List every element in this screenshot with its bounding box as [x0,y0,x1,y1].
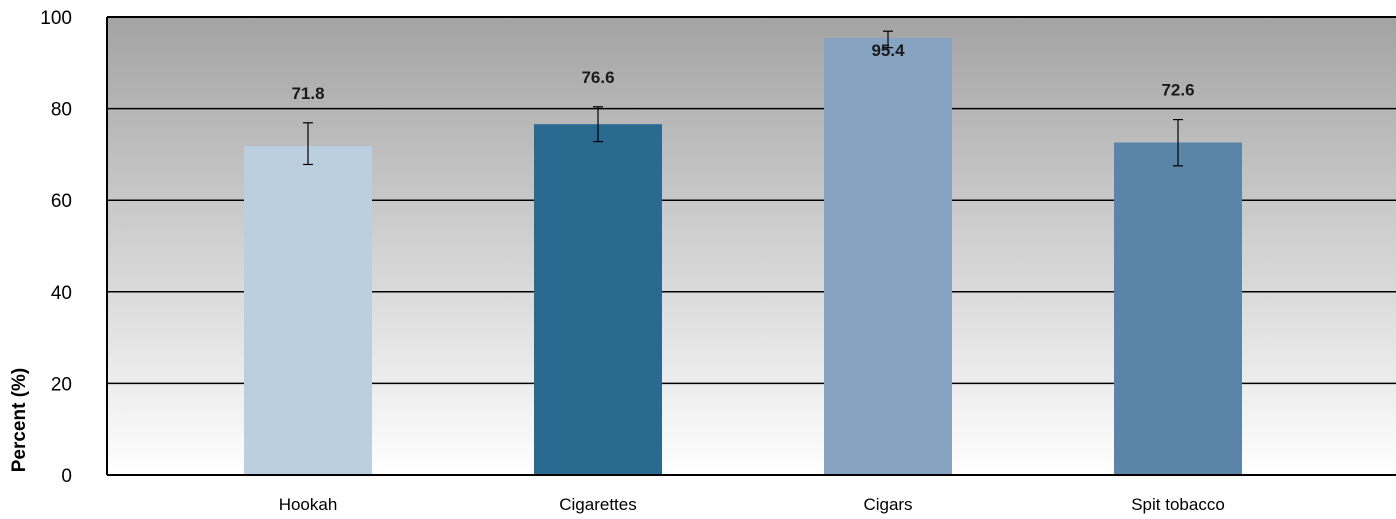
data-labels: 71.8 76.6 95.4 72.6 [291,41,1194,103]
x-category-label-spit-tobacco: Spit tobacco [1131,495,1225,514]
x-category-label-cigars: Cigars [863,495,912,514]
y-tick-label-0: 0 [61,466,72,487]
x-category-label-cigarettes: Cigarettes [559,495,636,514]
bar-cigars [824,38,952,476]
y-tick-label-60: 60 [51,191,72,212]
bar-cigarettes [534,124,662,475]
y-tick-label-40: 40 [51,283,72,304]
x-category-label-hookah: Hookah [279,495,338,514]
y-axis-title: Percent (%) [9,368,30,473]
x-axis-categories: Hookah Cigarettes Cigars Spit tobacco [279,495,1225,514]
error-bars [303,30,1183,167]
data-label-cigarettes: 76.6 [581,68,614,87]
data-label-cigars: 95.4 [871,41,905,60]
bars [244,38,1242,476]
y-tick-label-80: 80 [51,100,72,121]
y-tick-label-100: 100 [40,8,72,29]
y-axis-ticks: 0 20 40 60 80 100 [40,8,72,487]
data-label-spit-tobacco: 72.6 [1161,81,1194,100]
bar-spit-tobacco [1114,142,1242,475]
bar-hookah [244,146,372,475]
data-label-hookah: 71.8 [291,84,324,103]
y-tick-label-20: 20 [51,374,72,395]
